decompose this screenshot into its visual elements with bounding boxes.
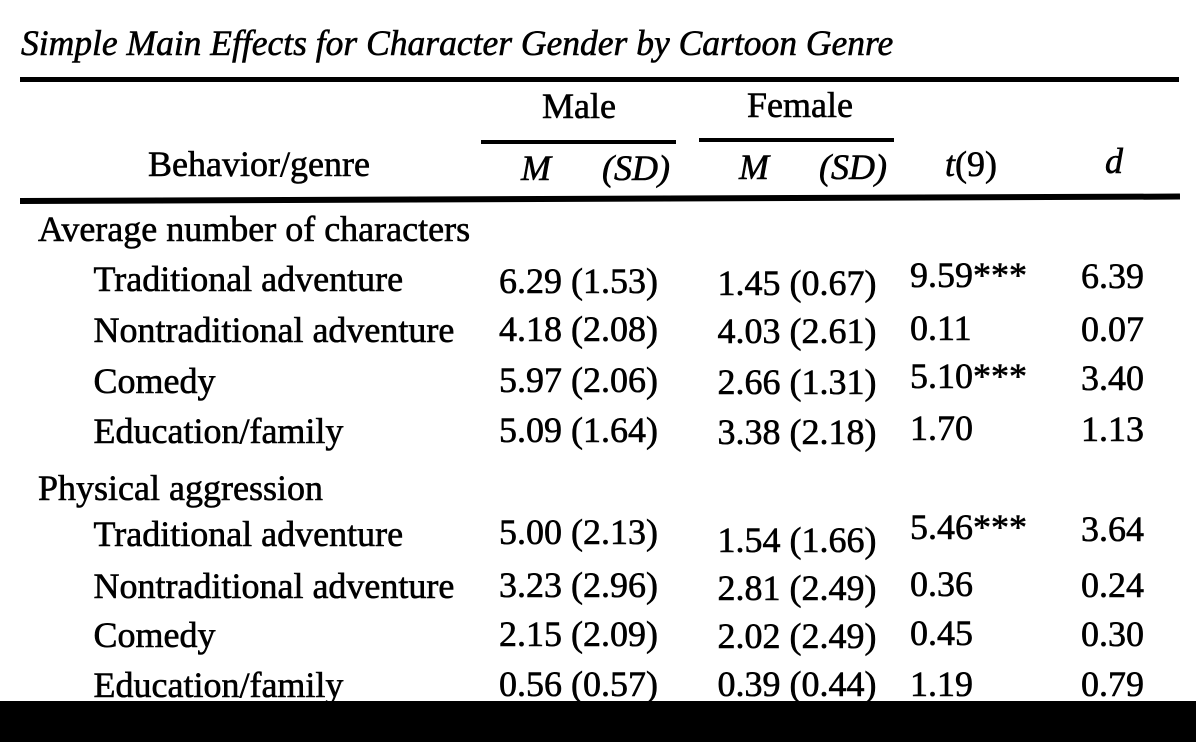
row-label: Nontraditional adventure [93, 309, 455, 350]
row-label: Traditional adventure [93, 514, 404, 555]
male-spanner-rule [481, 139, 676, 144]
column-header-d: d [1105, 140, 1124, 181]
cell-male: 5.00 (2.13) [499, 512, 659, 553]
column-header-behavior-genre: Behavior/genre [148, 144, 371, 185]
row-label: Comedy [93, 361, 216, 402]
female-spanner-rule [699, 137, 894, 142]
column-group-male: Male [542, 85, 617, 126]
cell-male: 5.09 (1.64) [499, 409, 659, 450]
cell-female: 2.81 (2.49) [717, 567, 877, 608]
row-group-label: Average number of characters [38, 209, 471, 250]
cell-d: 3.40 [1081, 358, 1145, 399]
cell-male: 0.56 (0.57) [499, 663, 659, 704]
column-header-male-m: M [521, 147, 552, 188]
cell-t: 5.10*** [910, 356, 1028, 397]
column-header-female-sd: (SD) [819, 146, 888, 187]
cell-male: 3.23 (2.96) [499, 564, 659, 605]
top-rule [20, 77, 1179, 82]
column-header-male-sd: (SD) [602, 147, 671, 188]
cell-t: 0.36 [910, 563, 974, 604]
cell-t: 9.59*** [910, 255, 1028, 296]
cell-female: 0.39 (0.44) [717, 663, 877, 704]
row-label: Education/family [93, 410, 344, 451]
cell-female: 2.02 (2.49) [717, 615, 877, 656]
cell-t: 0.45 [910, 613, 974, 654]
row-group-label: Physical aggression [38, 467, 324, 508]
column-group-female: Female [747, 84, 854, 125]
cell-female: 4.03 (2.61) [717, 310, 877, 351]
table-title: Simple Main Effects for Character Gender… [21, 23, 894, 64]
header-rule [19, 193, 1181, 204]
column-header-t: t(9) [945, 144, 998, 185]
column-header-female-m: M [739, 146, 770, 187]
t-df: (9) [955, 144, 998, 185]
scan-artifact-bar [0, 701, 1196, 742]
cell-t: 1.70 [910, 407, 974, 448]
t-symbol: t [945, 144, 956, 185]
cell-d: 0.30 [1081, 614, 1145, 655]
cell-d: 1.13 [1081, 408, 1145, 449]
row-label: Comedy [93, 615, 216, 656]
cell-female: 1.54 (1.66) [717, 520, 877, 561]
cell-female: 2.66 (1.31) [717, 362, 877, 403]
cell-male: 2.15 (2.09) [499, 613, 659, 654]
cell-t: 5.46*** [910, 506, 1028, 547]
cell-d: 0.24 [1081, 564, 1145, 605]
cell-d: 0.07 [1081, 308, 1145, 349]
cell-t: 1.19 [910, 663, 974, 704]
cell-male: 5.97 (2.06) [499, 360, 659, 401]
cell-male: 6.29 (1.53) [499, 261, 659, 302]
row-label: Nontraditional adventure [93, 565, 455, 606]
cell-female: 1.45 (0.67) [717, 263, 877, 304]
cell-d: 6.39 [1081, 256, 1145, 297]
cell-d: 0.79 [1081, 664, 1145, 705]
cell-t: 0.11 [910, 307, 972, 348]
cell-d: 3.64 [1081, 508, 1145, 549]
cell-male: 4.18 (2.08) [499, 308, 659, 349]
cell-female: 3.38 (2.18) [717, 411, 877, 452]
row-label: Education/family [93, 665, 344, 706]
row-label: Traditional adventure [93, 259, 404, 300]
